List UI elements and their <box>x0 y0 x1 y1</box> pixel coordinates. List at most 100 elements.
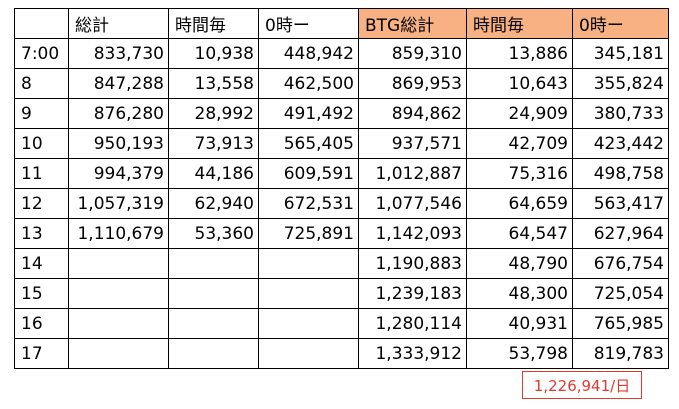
value-cell: 725,054 <box>572 278 669 309</box>
value-cell: 609,591 <box>258 158 359 189</box>
value-cell: 1,077,546 <box>358 188 467 219</box>
value-cell: 13,886 <box>466 38 573 69</box>
table-row: 10 950,193 73,913 565,405 937,571 42,709 423,4… <box>14 128 669 159</box>
row-label-cell: 9 <box>14 98 69 129</box>
value-cell: 53,798 <box>466 338 573 369</box>
value-cell: 62,940 <box>168 188 259 219</box>
value-cell: 1,333,912 <box>358 338 467 369</box>
value-cell: 725,891 <box>258 218 359 249</box>
value-cell: 1,280,114 <box>358 308 467 339</box>
table-row: 9 876,280 28,992 491,492 894,862 24,909 380,73… <box>14 98 669 129</box>
header-cell: 0時ー <box>572 8 669 39</box>
header-cell <box>14 8 69 39</box>
row-label-cell: 7:00 <box>14 38 69 69</box>
value-cell: 28,992 <box>168 98 259 129</box>
header-cell: 時間毎 <box>466 8 573 39</box>
value-cell <box>258 338 359 369</box>
value-cell: 53,360 <box>168 218 259 249</box>
header-cell: 時間毎 <box>168 8 259 39</box>
value-cell: 833,730 <box>68 38 169 69</box>
value-cell: 876,280 <box>68 98 169 129</box>
table-row: 8 847,288 13,558 462,500 869,953 10,643 355,82… <box>14 68 669 99</box>
row-label-cell: 12 <box>14 188 69 219</box>
value-cell: 64,659 <box>466 188 573 219</box>
value-cell <box>68 248 169 279</box>
value-cell: 672,531 <box>258 188 359 219</box>
value-cell: 42,709 <box>466 128 573 159</box>
value-cell: 1,142,093 <box>358 218 467 249</box>
value-cell: 950,193 <box>68 128 169 159</box>
row-label-cell: 15 <box>14 278 69 309</box>
value-cell: 345,181 <box>572 38 669 69</box>
value-cell <box>68 278 169 309</box>
table-row: 17 1,333,912 53,798 819,783 <box>14 338 669 369</box>
value-cell: 10,938 <box>168 38 259 69</box>
value-cell: 423,442 <box>572 128 669 159</box>
value-cell <box>68 338 169 369</box>
value-cell: 869,953 <box>358 68 467 99</box>
value-cell: 1,110,679 <box>68 218 169 249</box>
value-cell: 859,310 <box>358 38 467 69</box>
table-body: 総計 時間毎 0時ー BTG総計 時間毎 0時ー 7:00 833,730 10,938 448,… <box>14 8 669 369</box>
row-label-cell: 8 <box>14 68 69 99</box>
value-cell: 1,190,883 <box>358 248 467 279</box>
value-cell: 64,547 <box>466 218 573 249</box>
table-row: 16 1,280,114 40,931 765,985 <box>14 308 669 339</box>
value-cell <box>168 248 259 279</box>
value-cell <box>168 278 259 309</box>
value-cell: 847,288 <box>68 68 169 99</box>
value-cell: 462,500 <box>258 68 359 99</box>
row-label-cell: 14 <box>14 248 69 279</box>
row-label-cell: 16 <box>14 308 69 339</box>
value-cell: 498,758 <box>572 158 669 189</box>
value-cell: 1,057,319 <box>68 188 169 219</box>
row-label-cell: 11 <box>14 158 69 189</box>
value-cell: 676,754 <box>572 248 669 279</box>
value-cell: 10,643 <box>466 68 573 99</box>
value-cell: 491,492 <box>258 98 359 129</box>
value-cell <box>258 248 359 279</box>
daily-total-text: 1,226,941/日 <box>533 376 631 395</box>
value-cell: 40,931 <box>466 308 573 339</box>
value-cell: 563,417 <box>572 188 669 219</box>
row-label-cell: 13 <box>14 218 69 249</box>
header-cell: 総計 <box>68 8 169 39</box>
value-cell: 355,824 <box>572 68 669 99</box>
value-cell: 1,012,887 <box>358 158 467 189</box>
value-cell: 894,862 <box>358 98 467 129</box>
value-cell: 565,405 <box>258 128 359 159</box>
value-cell: 994,379 <box>68 158 169 189</box>
table-row: 15 1,239,183 48,300 725,054 <box>14 278 669 309</box>
value-cell: 627,964 <box>572 218 669 249</box>
value-cell <box>258 308 359 339</box>
value-cell: 380,733 <box>572 98 669 129</box>
value-cell <box>168 308 259 339</box>
value-cell: 448,942 <box>258 38 359 69</box>
header-cell: 0時ー <box>258 8 359 39</box>
value-cell: 1,239,183 <box>358 278 467 309</box>
header-row: 総計 時間毎 0時ー BTG総計 時間毎 0時ー <box>14 8 669 39</box>
table-row: 7:00 833,730 10,938 448,942 859,310 13,886 345… <box>14 38 669 69</box>
table-row: 13 1,110,679 53,360 725,891 1,142,093 64,547 6… <box>14 218 669 249</box>
value-cell: 819,783 <box>572 338 669 369</box>
value-cell: 48,790 <box>466 248 573 279</box>
daily-total-box: 1,226,941/日 <box>522 371 642 399</box>
value-cell: 44,186 <box>168 158 259 189</box>
row-label-cell: 17 <box>14 338 69 369</box>
table-row: 11 994,379 44,186 609,591 1,012,887 75,316 498… <box>14 158 669 189</box>
value-cell: 73,913 <box>168 128 259 159</box>
table-row: 14 1,190,883 48,790 676,754 <box>14 248 669 279</box>
value-cell <box>68 308 169 339</box>
value-cell: 765,985 <box>572 308 669 339</box>
value-cell <box>258 278 359 309</box>
header-cell: BTG総計 <box>358 8 467 39</box>
value-cell: 13,558 <box>168 68 259 99</box>
data-table: 総計 時間毎 0時ー BTG総計 時間毎 0時ー 7:00 833,730 10,938 448,… <box>14 8 669 369</box>
value-cell: 75,316 <box>466 158 573 189</box>
table-row: 12 1,057,319 62,940 672,531 1,077,546 64,659 5… <box>14 188 669 219</box>
value-cell: 48,300 <box>466 278 573 309</box>
value-cell: 24,909 <box>466 98 573 129</box>
value-cell <box>168 338 259 369</box>
value-cell: 937,571 <box>358 128 467 159</box>
row-label-cell: 10 <box>14 128 69 159</box>
